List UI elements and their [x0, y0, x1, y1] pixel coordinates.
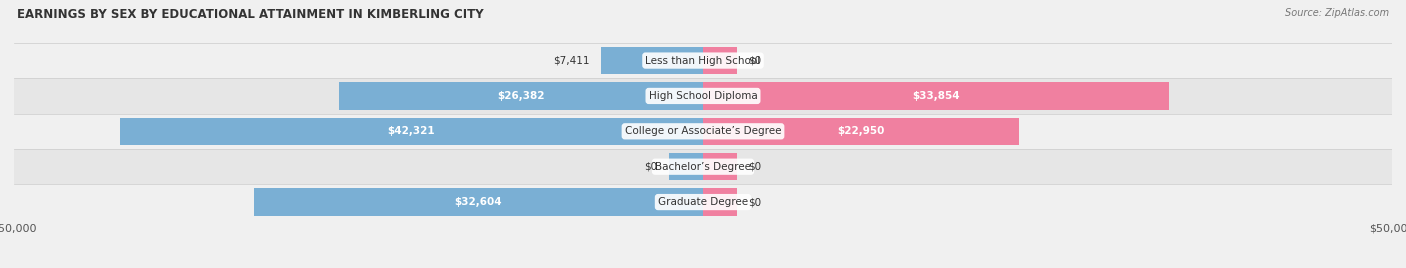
Bar	[14, 43, 1392, 78]
Bar	[703, 82, 1170, 110]
Text: Graduate Degree: Graduate Degree	[658, 197, 748, 207]
Text: Bachelor’s Degree: Bachelor’s Degree	[655, 162, 751, 172]
Bar	[703, 153, 738, 180]
Bar	[600, 47, 703, 74]
Bar	[120, 118, 703, 145]
Text: $33,854: $33,854	[912, 91, 960, 101]
Bar	[703, 188, 738, 216]
Text: $0: $0	[748, 55, 762, 66]
Text: EARNINGS BY SEX BY EDUCATIONAL ATTAINMENT IN KIMBERLING CITY: EARNINGS BY SEX BY EDUCATIONAL ATTAINMEN…	[17, 8, 484, 21]
Text: $42,321: $42,321	[388, 126, 436, 136]
Text: $0: $0	[748, 162, 762, 172]
Bar	[339, 82, 703, 110]
Text: $32,604: $32,604	[454, 197, 502, 207]
Bar	[669, 153, 703, 180]
Bar	[14, 78, 1392, 114]
Text: Less than High School: Less than High School	[645, 55, 761, 66]
Bar	[703, 118, 1019, 145]
Text: Source: ZipAtlas.com: Source: ZipAtlas.com	[1285, 8, 1389, 18]
Bar	[703, 47, 738, 74]
Text: $7,411: $7,411	[554, 55, 591, 66]
Text: $0: $0	[644, 162, 658, 172]
Text: High School Diploma: High School Diploma	[648, 91, 758, 101]
Bar	[253, 188, 703, 216]
Bar	[14, 184, 1392, 220]
Text: College or Associate’s Degree: College or Associate’s Degree	[624, 126, 782, 136]
Text: $0: $0	[748, 197, 762, 207]
Text: $26,382: $26,382	[498, 91, 546, 101]
Text: $22,950: $22,950	[838, 126, 884, 136]
Bar	[14, 114, 1392, 149]
Bar	[14, 149, 1392, 184]
